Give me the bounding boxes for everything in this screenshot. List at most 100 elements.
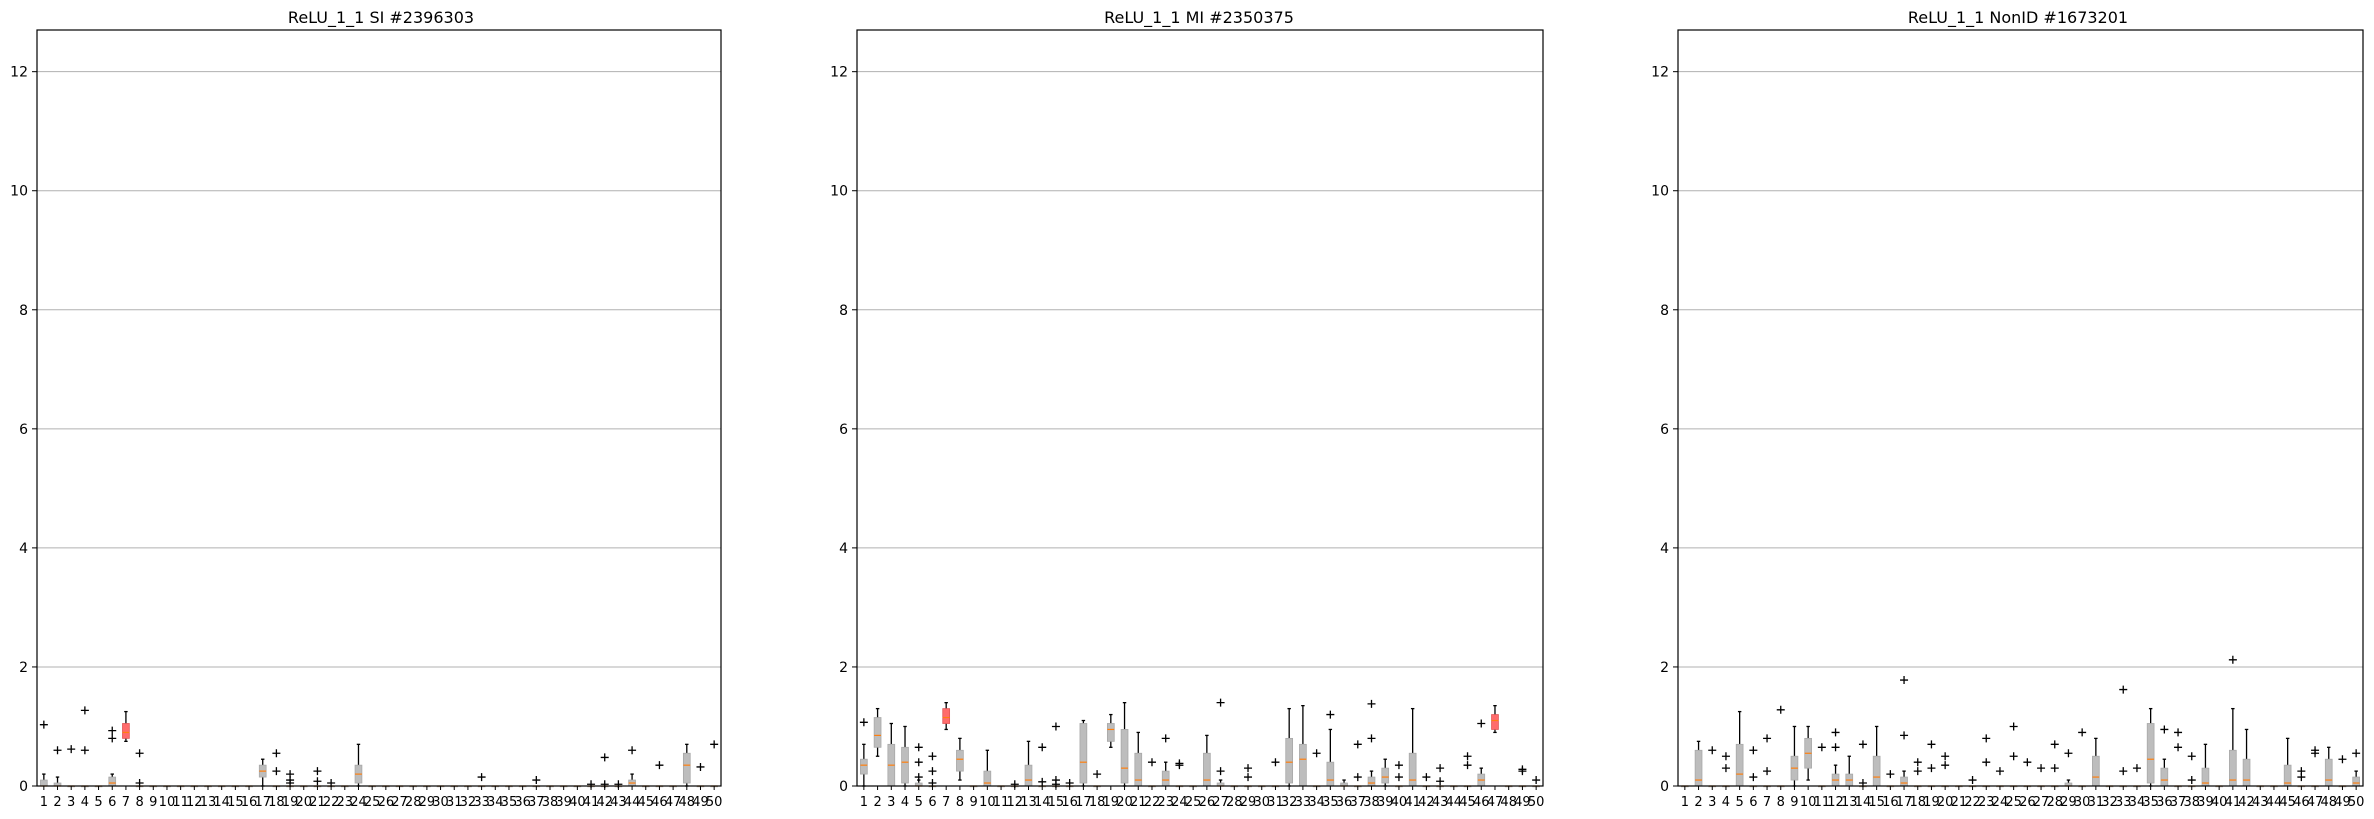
x-tick-label: 1: [40, 795, 48, 810]
x-tick-label: 29: [419, 795, 436, 810]
outlier-point: [1436, 764, 1445, 773]
outlier-point: [1927, 764, 1936, 773]
x-tick-label: 30: [432, 795, 449, 810]
box-4: [901, 725, 909, 787]
outlier-point: [914, 758, 923, 767]
x-tick-label: 20: [1116, 795, 1133, 810]
x-tick-label: 33: [1295, 795, 1312, 810]
box-body: [122, 723, 130, 739]
outlier-point: [1436, 777, 1445, 786]
outlier-point: [2009, 752, 2018, 761]
outlier-point: [1244, 764, 1253, 773]
x-tick-label: 6: [108, 795, 116, 810]
x-tick-label: 22: [1964, 795, 1981, 810]
outlier-point: [1216, 767, 1225, 776]
outlier-point: [1216, 698, 1225, 707]
x-tick-label: 23: [337, 795, 354, 810]
x-tick-label: 15: [1048, 795, 1065, 810]
x-tick-label: 8: [135, 795, 143, 810]
box-body: [1024, 764, 1033, 787]
outlier-point: [2064, 749, 2073, 758]
outlier-point: [80, 706, 89, 715]
outlier-point: [1721, 764, 1730, 773]
y-tick-label: 12: [1651, 65, 1669, 81]
outlier-point: [1532, 776, 1541, 785]
x-tick-label: 35: [1322, 795, 1339, 810]
x-tick-label: 2: [1694, 795, 1702, 810]
x-tick-label: 27: [2033, 795, 2050, 810]
x-tick-label: 44: [2266, 795, 2283, 810]
y-tick-label: 12: [830, 65, 848, 81]
box-body: [682, 752, 691, 784]
x-tick-label: 35: [501, 795, 518, 810]
x-tick-label: 32: [1281, 795, 1298, 810]
outlier-point: [1982, 758, 1991, 767]
x-tick-label: 25: [364, 795, 381, 810]
x-tick-label: 20: [295, 795, 312, 810]
box-body: [1285, 737, 1294, 784]
x-tick-label: 13: [1841, 795, 1858, 810]
outlier-point: [1763, 734, 1772, 743]
outlier-point: [655, 761, 664, 770]
outlier-point: [1093, 770, 1102, 779]
outlier-point: [2228, 655, 2237, 664]
outlier-point: [272, 767, 281, 776]
x-tick-label: 34: [1308, 795, 1325, 810]
x-tick-label: 41: [2225, 795, 2242, 810]
x-tick-label: 5: [94, 795, 102, 810]
box-body: [1079, 723, 1088, 784]
box-body: [1106, 723, 1115, 742]
outlier-point: [1038, 743, 1047, 752]
outlier-point: [710, 740, 719, 749]
x-tick-label: 41: [583, 795, 600, 810]
x-tick-label: 24: [350, 795, 367, 810]
x-tick-label: 37: [2170, 795, 2187, 810]
x-tick-label: 26: [378, 795, 395, 810]
x-tick-label: 42: [2238, 795, 2255, 810]
outlier-point: [2009, 722, 2018, 731]
x-tick-label: 42: [596, 795, 613, 810]
x-tick-label: 9: [149, 795, 157, 810]
x-tick-label: 46: [651, 795, 668, 810]
y-tick-label: 0: [19, 779, 28, 795]
box-body: [1203, 752, 1211, 787]
x-tick-label: 36: [2156, 795, 2173, 810]
x-tick-label: 17: [254, 795, 271, 810]
outlier-point: [628, 746, 637, 755]
panel-1-title: ReLU_1_1 SI #2396303: [288, 8, 474, 28]
x-tick-label: 22: [323, 795, 340, 810]
outlier-point: [2297, 773, 2306, 782]
box-2: [873, 707, 882, 757]
outlier-point: [2311, 749, 2320, 758]
x-tick-label: 11: [1814, 795, 1831, 810]
box-36: [2160, 725, 2169, 787]
x-tick-label: 50: [2348, 795, 2365, 810]
x-tick-label: 28: [405, 795, 422, 810]
box-body: [2160, 767, 2169, 787]
x-tick-label: 39: [1377, 795, 1394, 810]
x-tick-label: 50: [706, 795, 723, 810]
x-tick-label: 44: [1446, 795, 1463, 810]
x-tick-label: 45: [2279, 795, 2296, 810]
box-23: [1161, 734, 1170, 787]
x-tick-label: 14: [213, 795, 230, 810]
outlier-point: [2050, 764, 2059, 773]
x-tick-label: 14: [1034, 795, 1051, 810]
x-tick-label: 45: [1459, 795, 1476, 810]
y-tick-label: 4: [839, 541, 848, 557]
outlier-point: [1913, 767, 1922, 776]
x-tick-label: 7: [942, 795, 950, 810]
box-body: [2324, 758, 2333, 787]
x-tick-label: 2: [53, 795, 61, 810]
box-46: [1477, 719, 1486, 787]
outlier-point: [1927, 740, 1936, 749]
x-tick-label: 21: [1951, 795, 1968, 810]
box-body: [1326, 761, 1335, 787]
x-tick-label: 11: [993, 795, 1010, 810]
x-tick-label: 31: [1267, 795, 1284, 810]
box-body: [1735, 743, 1744, 787]
x-tick-label: 46: [2293, 795, 2310, 810]
x-tick-label: 49: [2334, 795, 2351, 810]
